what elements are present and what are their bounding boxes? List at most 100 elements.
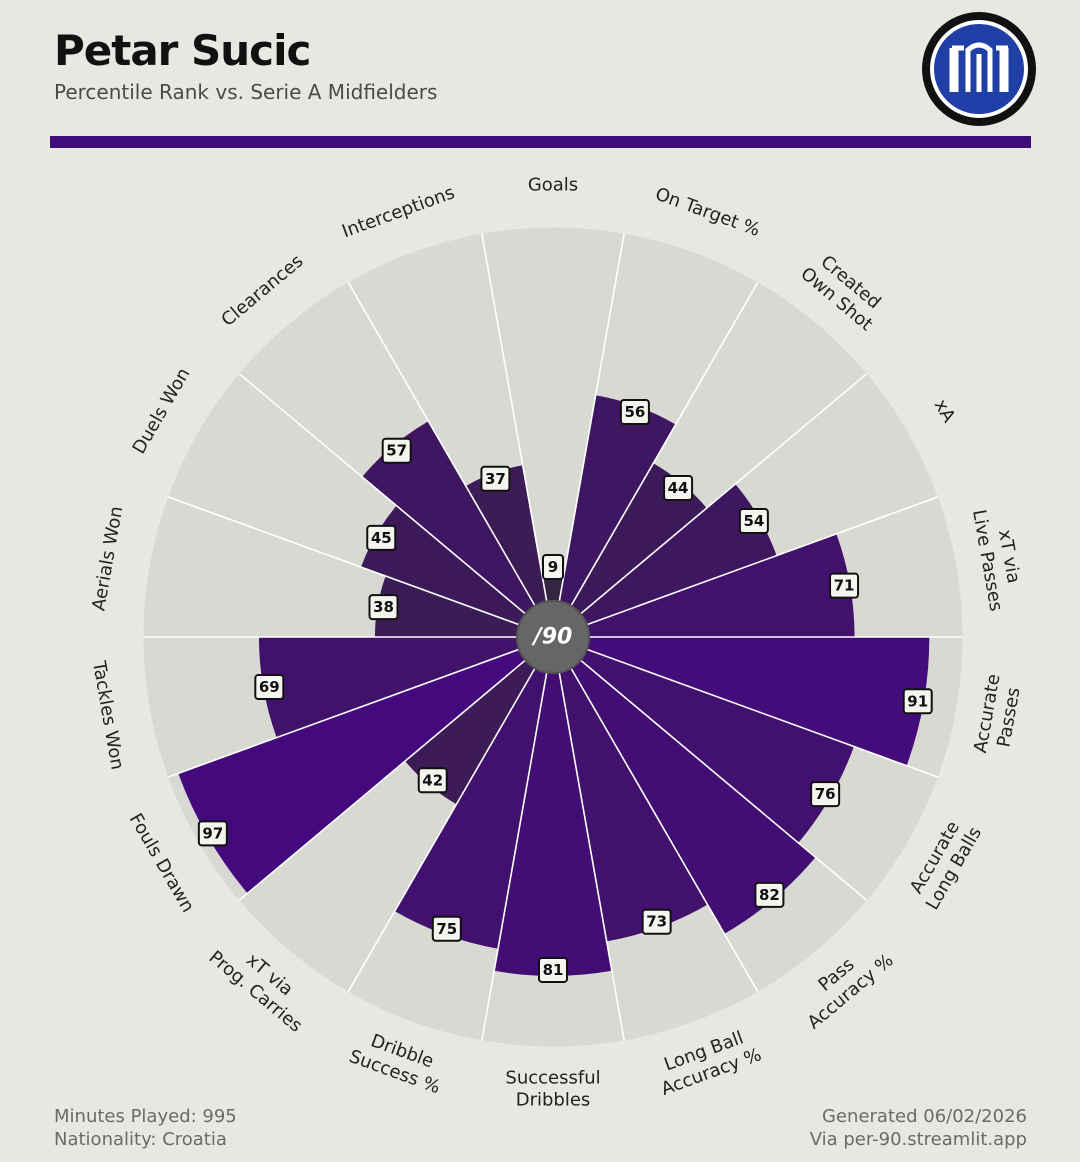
footer-right: Generated 06/02/2026 Via per-90.streamli… [810,1105,1027,1151]
slice-separator [552,636,939,778]
value-badge-goals: 9 [542,554,564,580]
slice-separator [347,281,554,638]
value-label: 56 [624,403,645,421]
value-badge-accurate-passes: 91 [902,688,933,715]
bar-on-target [553,395,676,637]
value-badge-clearances: 57 [381,437,412,464]
value-badge-xa: 54 [738,508,769,535]
value-label: 69 [259,678,280,696]
value-box [197,820,228,847]
label-interceptions: Interceptions [339,182,457,242]
bar-aerials-won [374,576,553,637]
minutes-played: Minutes Played: 995 [54,1106,237,1127]
value-badge-accurate-long-balls: 76 [810,781,841,808]
label-duels-won: Duels Won [129,364,195,457]
outer-ring [142,226,964,1048]
value-badge-on-target: 56 [619,399,650,425]
label-duels-won-line-0: Duels Won [129,364,195,457]
slice-separator [167,496,554,638]
value-label: 73 [646,913,667,931]
slice-bg-goals [481,226,625,637]
bar-clearances [362,421,553,637]
value-box [754,881,785,908]
value-label: 54 [743,512,764,530]
slice-separator [552,636,868,902]
bar-xt-via-prog-carries [405,637,553,805]
value-box [381,437,412,464]
bar-interceptions [465,465,553,637]
bar-xt-via-live-passes [553,533,855,637]
value-box [641,908,672,935]
value-label: 97 [202,824,223,842]
value-label: 71 [834,577,855,595]
label-on-target-line-0: On Target % [652,184,762,241]
slice-separator [347,636,554,993]
value-box [480,465,511,492]
value-box [368,594,399,621]
slice-separator [238,636,554,902]
label-xa: xA [930,396,960,427]
label-interceptions-line-0: Interceptions [339,182,457,242]
bar-dribble-success [394,637,553,949]
value-label: 75 [436,920,457,938]
label-on-target: On Target % [652,184,762,241]
value-badge-created-own-shot: 44 [663,474,694,501]
value-box [417,767,448,794]
header-divider [50,136,1031,148]
page-subtitle: Percentile Rank vs. Serie A Midfielders [54,80,438,104]
slice-separator [481,636,554,1041]
value-badge-successful-dribbles: 81 [538,956,568,983]
page-title: Petar Sucic [54,26,311,75]
value-box [663,474,694,501]
center-badge-text: /90 [531,625,573,650]
radar-bar-layer [178,395,930,976]
label-aerials-won-line-0: Aerials Won [88,505,127,613]
value-label: 44 [668,479,689,497]
value-label: 37 [485,470,506,488]
value-box [431,915,462,942]
bar-created-own-shot [553,463,707,637]
value-box [829,572,860,599]
value-box [619,399,650,425]
value-badge-tackles-won: 69 [254,674,285,701]
value-badge-fouls-drawn: 97 [197,820,228,847]
label-fouls-drawn: Fouls Drawn [125,810,199,916]
value-box [538,956,568,983]
value-badge-duels-won: 45 [366,524,397,551]
label-tackles-won: Tackles Won [88,659,128,772]
bar-xa [553,484,777,637]
source-link: Via per-90.streamlit.app [809,1129,1027,1150]
value-badge-pass-accuracy: 82 [754,881,785,908]
value-label: 57 [386,442,407,460]
radar-value-layer: 9 56 44 54 71 91 76 82 73 81 75 42 97 69 38 45 57 37 [197,399,933,983]
value-label: 81 [543,961,564,979]
value-label: 9 [548,558,558,576]
slice-separator [167,636,554,778]
value-box [254,674,285,701]
value-box [366,524,397,551]
value-label: 45 [371,529,392,547]
value-badge-dribble-success: 75 [431,915,462,942]
center-badge [516,600,590,674]
bar-tackles-won [258,637,553,738]
slice-separator [552,636,625,1041]
value-badge-interceptions: 37 [480,465,511,492]
value-box [902,688,933,715]
inter-milan-crest-icon [922,12,1036,126]
slice-separator [552,496,939,638]
value-label: 82 [759,886,780,904]
radar-separator-layer [142,226,964,1048]
slice-separator [552,636,759,993]
value-badge-aerials-won: 38 [368,594,399,621]
bar-accurate-passes [553,637,930,766]
value-label: 76 [815,785,836,803]
footer-left: Minutes Played: 995 Nationality: Croatia [54,1105,237,1151]
slice-separator [552,233,625,638]
label-aerials-won: Aerials Won [88,505,127,613]
